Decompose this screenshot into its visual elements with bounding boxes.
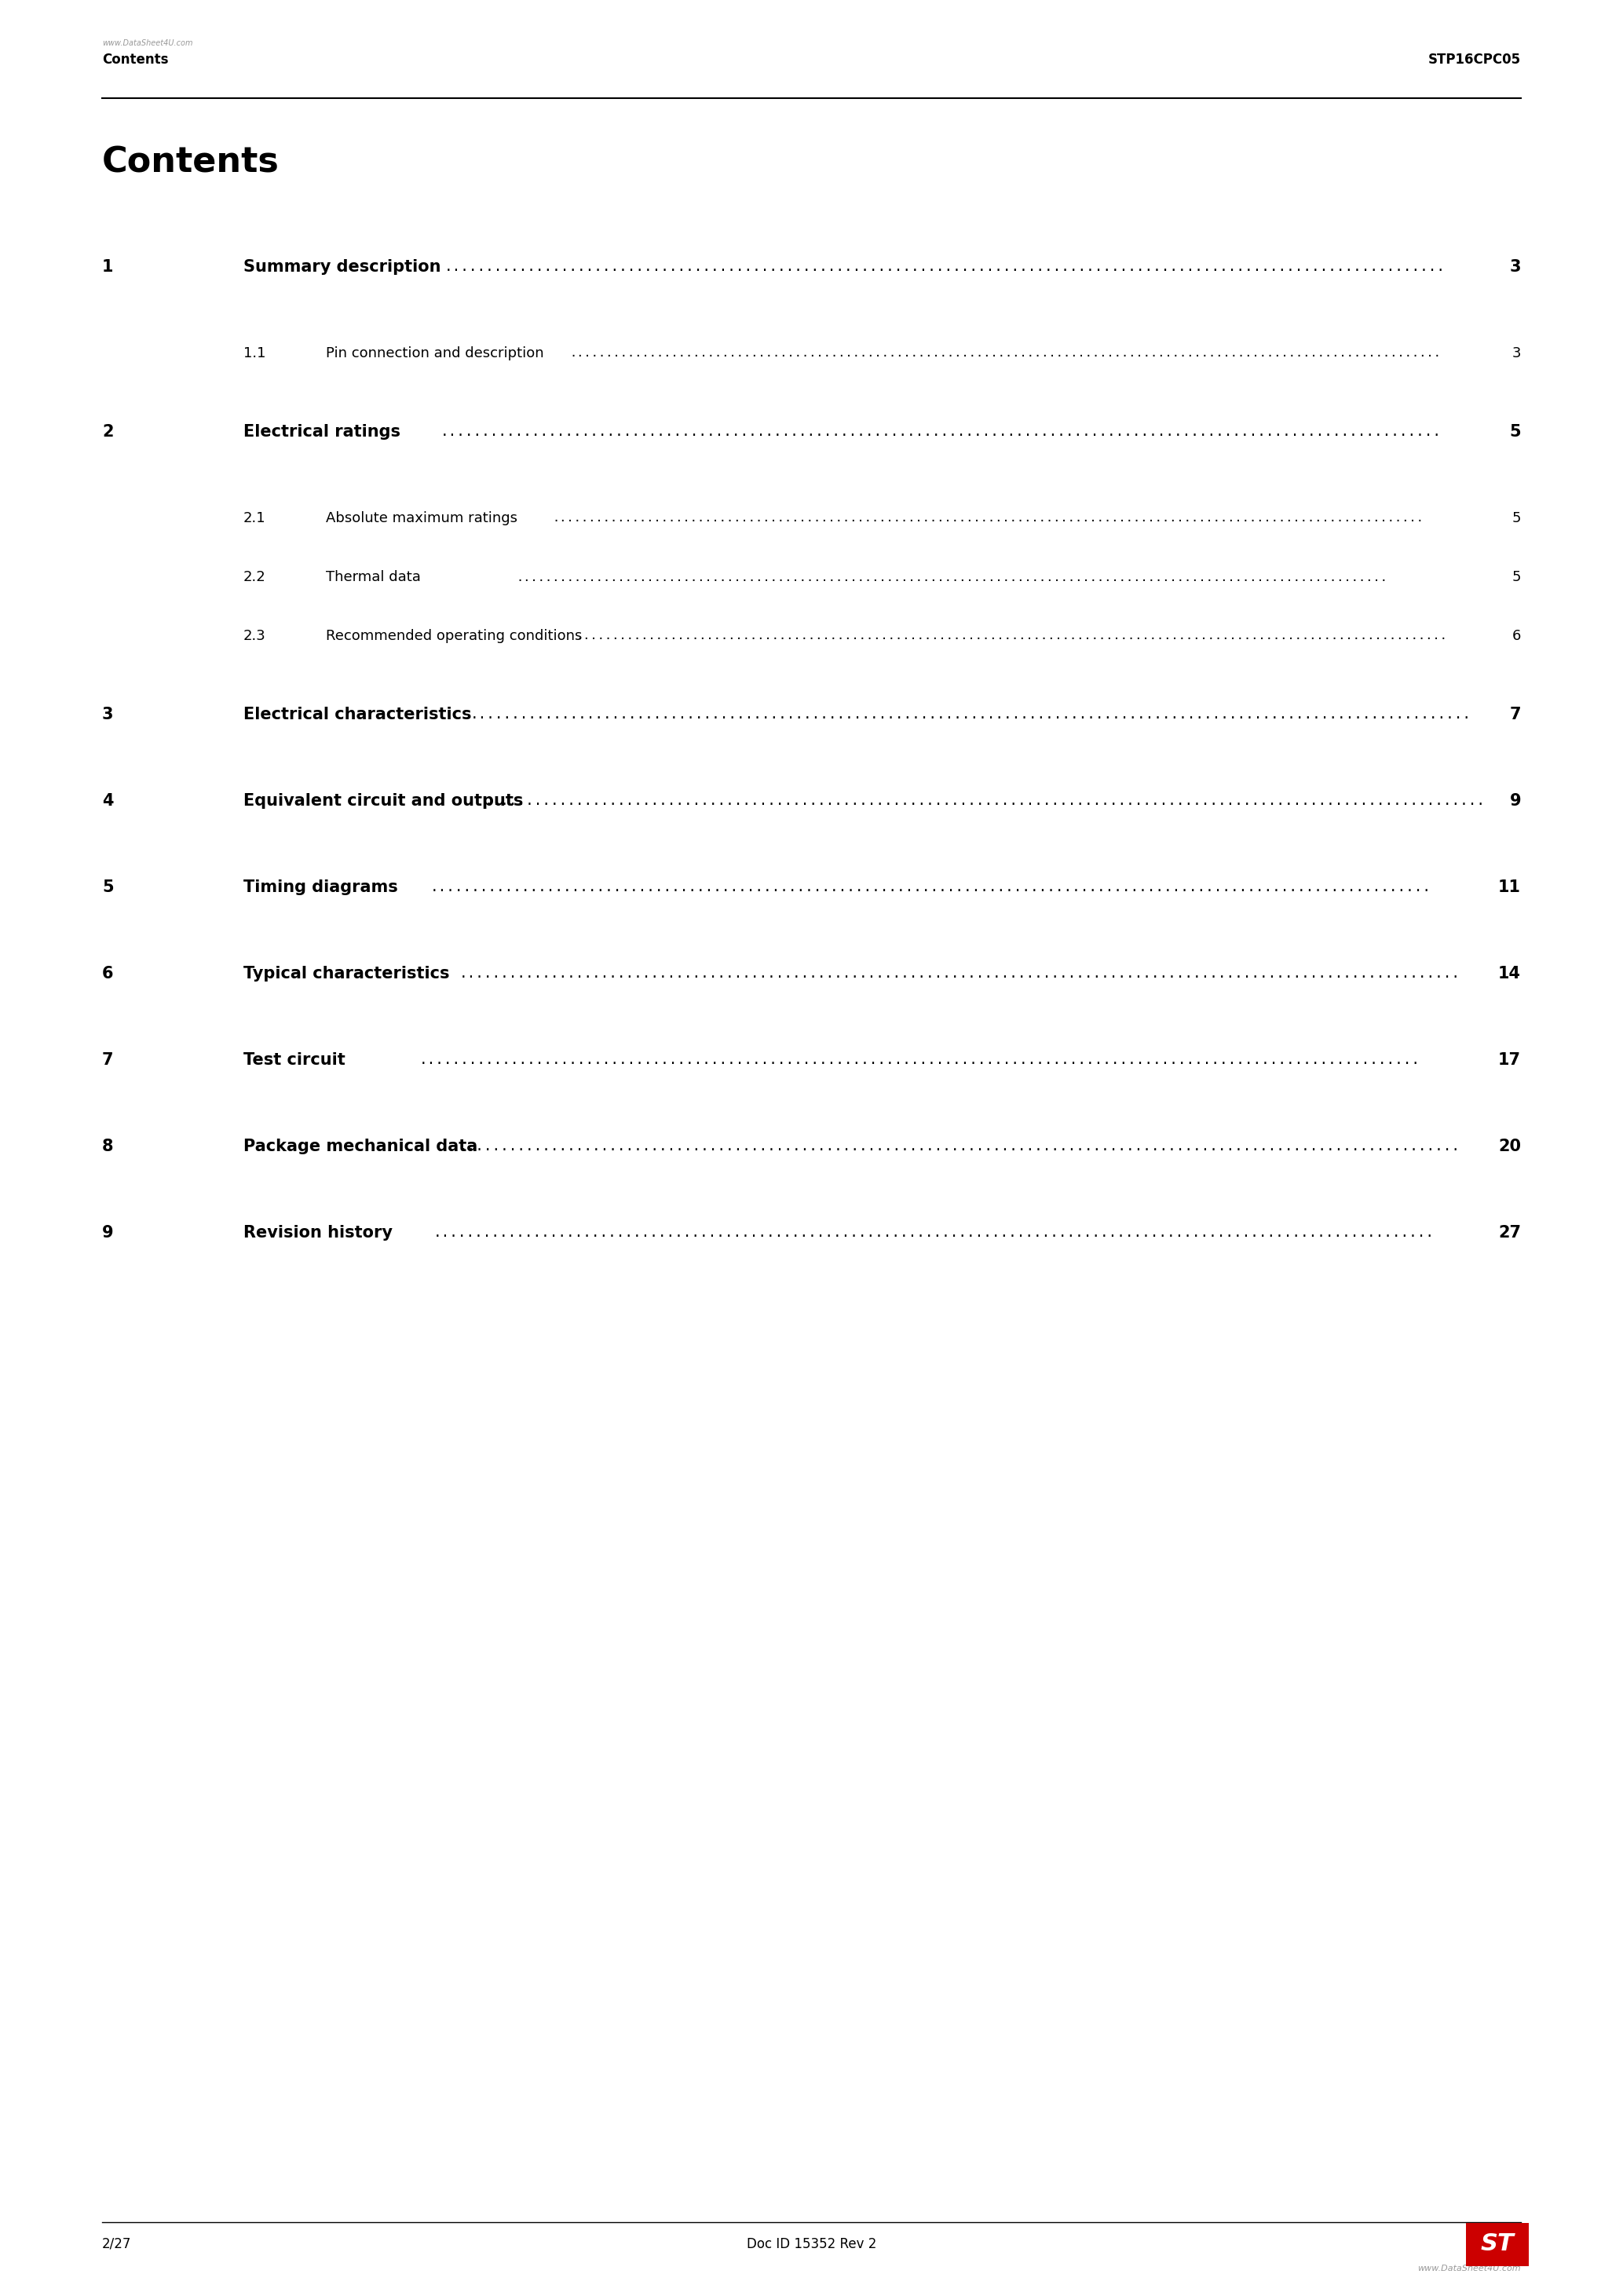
Text: Summary description: Summary description bbox=[243, 259, 441, 276]
Text: ................................................................................: ........................................… bbox=[419, 1054, 1420, 1068]
Text: www.DataSheet4U.com: www.DataSheet4U.com bbox=[102, 39, 193, 48]
Text: ................................................................................: ........................................… bbox=[516, 572, 1388, 583]
Text: Recommended operating conditions: Recommended operating conditions bbox=[326, 629, 583, 643]
Text: 9: 9 bbox=[1509, 792, 1521, 808]
Text: Thermal data: Thermal data bbox=[326, 569, 420, 583]
Text: ................................................................................: ........................................… bbox=[433, 1226, 1435, 1240]
Text: 3: 3 bbox=[1513, 347, 1521, 360]
Text: 3: 3 bbox=[102, 707, 114, 723]
Text: 6: 6 bbox=[1513, 629, 1521, 643]
Text: ................................................................................: ........................................… bbox=[441, 425, 1441, 439]
Text: 2.3: 2.3 bbox=[243, 629, 266, 643]
Text: Electrical ratings: Electrical ratings bbox=[243, 425, 401, 441]
Text: Contents: Contents bbox=[102, 145, 279, 179]
Text: ................................................................................: ........................................… bbox=[445, 259, 1446, 273]
Text: 57: 57 bbox=[1479, 2227, 1526, 2262]
Text: 9: 9 bbox=[102, 1226, 114, 1240]
Text: 2.1: 2.1 bbox=[243, 512, 266, 526]
Text: ................................................................................: ........................................… bbox=[552, 512, 1423, 523]
Text: Typical characteristics: Typical characteristics bbox=[243, 967, 450, 980]
Text: ST: ST bbox=[1480, 2232, 1514, 2255]
Text: ................................................................................: ........................................… bbox=[459, 1139, 1461, 1153]
Text: 8: 8 bbox=[102, 1139, 114, 1155]
Text: Package mechanical data: Package mechanical data bbox=[243, 1139, 477, 1155]
Text: 5: 5 bbox=[1513, 512, 1521, 526]
Text: 6: 6 bbox=[102, 967, 114, 980]
Text: 14: 14 bbox=[1498, 967, 1521, 980]
Text: ................................................................................: ........................................… bbox=[485, 794, 1485, 808]
Text: Doc ID 15352 Rev 2: Doc ID 15352 Rev 2 bbox=[747, 2236, 876, 2252]
Text: 27: 27 bbox=[1498, 1226, 1521, 1240]
Text: Contents: Contents bbox=[102, 53, 169, 67]
Text: Electrical characteristics: Electrical characteristics bbox=[243, 707, 472, 723]
Text: 4: 4 bbox=[102, 792, 114, 808]
Text: 5: 5 bbox=[1509, 425, 1521, 441]
Text: 3: 3 bbox=[1509, 259, 1521, 276]
Text: Test circuit: Test circuit bbox=[243, 1052, 346, 1068]
Text: 2: 2 bbox=[102, 425, 114, 441]
Bar bbox=[1466, 2223, 1529, 2266]
Text: STP16CPC05: STP16CPC05 bbox=[1428, 53, 1521, 67]
Text: 7: 7 bbox=[102, 1052, 114, 1068]
Text: ................................................................................: ........................................… bbox=[576, 629, 1448, 643]
Text: Equivalent circuit and outputs: Equivalent circuit and outputs bbox=[243, 792, 523, 808]
Text: 17: 17 bbox=[1498, 1052, 1521, 1068]
Text: ................................................................................: ........................................… bbox=[459, 967, 1461, 980]
Text: Absolute maximum ratings: Absolute maximum ratings bbox=[326, 512, 518, 526]
Text: ................................................................................: ........................................… bbox=[471, 707, 1470, 721]
Text: 2.2: 2.2 bbox=[243, 569, 266, 583]
Text: Timing diagrams: Timing diagrams bbox=[243, 879, 398, 895]
Text: Revision history: Revision history bbox=[243, 1226, 393, 1240]
Text: 11: 11 bbox=[1498, 879, 1521, 895]
Text: 5: 5 bbox=[102, 879, 114, 895]
Text: ................................................................................: ........................................… bbox=[430, 879, 1431, 895]
Text: 1: 1 bbox=[102, 259, 114, 276]
Text: ................................................................................: ........................................… bbox=[570, 347, 1441, 358]
Text: 1.1: 1.1 bbox=[243, 347, 266, 360]
Text: www.DataSheet4U.com: www.DataSheet4U.com bbox=[1417, 2264, 1521, 2273]
Text: 7: 7 bbox=[1509, 707, 1521, 723]
Text: 5: 5 bbox=[1513, 569, 1521, 583]
Text: 2/27: 2/27 bbox=[102, 2236, 131, 2252]
Text: Pin connection and description: Pin connection and description bbox=[326, 347, 544, 360]
Text: 20: 20 bbox=[1498, 1139, 1521, 1155]
